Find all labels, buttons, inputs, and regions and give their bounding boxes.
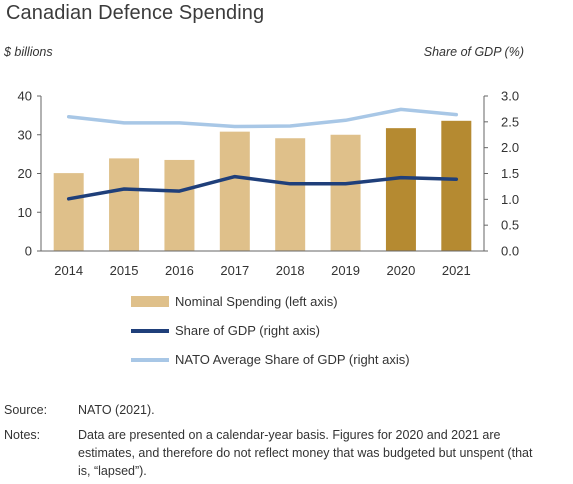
bar-2021 xyxy=(441,120,472,251)
source-text: NATO (2021). xyxy=(78,403,155,417)
legend-swatch-dark-line xyxy=(131,328,169,333)
bar-2019 xyxy=(330,134,361,251)
chart-title: Canadian Defence Spending xyxy=(6,2,265,24)
x-tick-label: 2021 xyxy=(442,263,471,278)
x-tick-label: 2015 xyxy=(110,263,139,278)
x-tick-label: 2014 xyxy=(54,263,83,278)
notes-text: Data are presented on a calendar-year ba… xyxy=(78,428,533,478)
combo-chart: 0 10 20 30 40 0.0 0.5 1.0 1.5 2.0 2.5 3.0 2014 2015 20… xyxy=(18,89,520,279)
x-tick-label: 2016 xyxy=(165,263,194,278)
legend-item-nato: NATO Average Share of GDP (right axis) xyxy=(131,352,410,367)
left-tick-label: 10 xyxy=(18,205,32,220)
legend-item-share-gdp: Share of GDP (right axis) xyxy=(131,323,320,338)
right-tick-label: 2.0 xyxy=(501,140,519,155)
x-tick-label: 2020 xyxy=(386,263,415,278)
x-tick-label: 2019 xyxy=(331,263,360,278)
x-tick-label: 2017 xyxy=(220,263,249,278)
nato-average-line xyxy=(66,107,459,129)
share-of-gdp-line xyxy=(66,174,459,201)
notes-label: Notes: xyxy=(4,428,41,442)
right-tick-label: 1.0 xyxy=(501,192,519,207)
source-label: Source: xyxy=(4,403,48,417)
left-tick-label: 20 xyxy=(18,166,32,181)
bar-2014 xyxy=(53,173,84,251)
legend-item-nominal: Nominal Spending (left axis) xyxy=(131,294,338,309)
right-tick-label: 0.5 xyxy=(501,218,519,233)
right-tick-label: 0.0 xyxy=(501,244,519,259)
legend-swatch-bar xyxy=(131,296,169,307)
left-tick-label: 0 xyxy=(25,244,32,259)
bar-2020 xyxy=(385,128,416,251)
legend-swatch-light-line xyxy=(131,357,169,362)
legend-label-nato: NATO Average Share of GDP (right axis) xyxy=(175,352,410,367)
left-axis-label: $ billions xyxy=(4,45,53,59)
source-row: Source: NATO (2021). xyxy=(4,401,564,419)
bar-2018 xyxy=(275,138,306,251)
right-tick-label: 2.5 xyxy=(501,114,519,129)
bar-2017 xyxy=(219,131,250,251)
right-tick-label: 3.0 xyxy=(501,89,519,104)
bar-2016 xyxy=(164,159,195,251)
right-tick-label: 1.5 xyxy=(501,166,519,181)
left-tick-label: 40 xyxy=(18,89,32,104)
right-axis-label: Share of GDP (%) xyxy=(423,45,524,59)
notes-row: Notes: Data are presented on a calendar-… xyxy=(4,426,564,482)
x-tick-label: 2018 xyxy=(276,263,305,278)
legend-label-share-gdp: Share of GDP (right axis) xyxy=(175,323,320,338)
legend-label-nominal: Nominal Spending (left axis) xyxy=(175,294,338,309)
left-tick-label: 30 xyxy=(18,127,32,142)
bar-2015 xyxy=(109,158,140,251)
